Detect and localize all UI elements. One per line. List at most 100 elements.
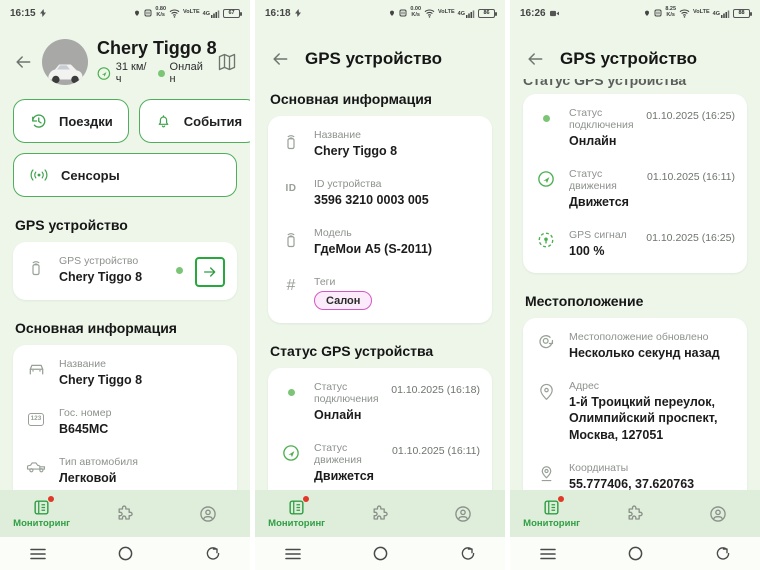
nfc-icon [399, 9, 407, 17]
nav-apps-tab[interactable] [83, 504, 166, 524]
row-value: Несколько секунд назад [569, 345, 720, 360]
battery-icon: 67 [223, 8, 242, 18]
location-row-updated: Местоположение обновлено Несколько секун… [535, 322, 735, 371]
car-icon [25, 358, 47, 377]
back-arrow-icon[interactable] [525, 49, 545, 69]
nav-monitoring-label: Мониторинг [523, 518, 581, 529]
status-bar: 16:18 0.00 K/s VoLTE 4G 86 [255, 0, 505, 22]
main-info-card: Название Chery Tiggo 8 ID ID устройства … [268, 116, 492, 324]
android-back-button[interactable] [205, 546, 221, 561]
android-home-button[interactable] [118, 546, 133, 561]
movement-direction-icon [280, 442, 302, 462]
row-value: Chery Tiggo 8 [59, 373, 143, 388]
nfc-icon [654, 9, 662, 17]
clock-time: 16:15 [10, 7, 36, 19]
row-label: Статус движения [569, 167, 617, 192]
bottom-navigation: Мониторинг [0, 490, 250, 537]
back-arrow-icon[interactable] [270, 49, 290, 69]
trips-button[interactable]: Поездки [13, 99, 129, 144]
android-menu-button[interactable] [539, 548, 556, 560]
signal-bars-icon: 4G [713, 9, 730, 18]
nav-profile-tab[interactable] [677, 504, 760, 524]
gps-signal-icon [535, 229, 557, 249]
sensors-button[interactable]: Сенсоры [13, 153, 237, 198]
events-button-label: События [183, 113, 243, 129]
row-date: 01.10.2025 (16:18) [391, 384, 480, 397]
info-row-vehicle-type: Тип автомобиля Легковой [25, 447, 225, 490]
row-label: Название [59, 358, 106, 371]
back-arrow-icon[interactable] [13, 52, 33, 72]
vehicle-avatar [42, 38, 88, 85]
online-dot-icon [535, 107, 557, 122]
nav-monitoring-tab[interactable]: Мониторинг [510, 496, 593, 529]
section-main-info: Основная информация [15, 320, 177, 337]
profile-icon [198, 504, 218, 524]
trips-button-label: Поездки [59, 113, 113, 129]
android-navigation-bar [510, 537, 760, 570]
info-row-device-id: ID ID устройства 3596 3210 0003 005 [280, 169, 480, 218]
android-back-button[interactable] [460, 546, 476, 561]
location-refresh-icon [535, 331, 557, 352]
row-value: 55.777406, 37.620763 [569, 477, 695, 490]
row-label: Статус подключения [314, 381, 379, 406]
network-type: 4G [202, 10, 210, 17]
battery-icon: 88 [733, 8, 752, 18]
android-navigation-bar [255, 537, 505, 570]
coordinates-pin-icon [535, 462, 557, 483]
info-row-name: Название Chery Tiggo 8 [25, 349, 225, 398]
row-label: Тип автомобиля [59, 455, 138, 468]
volte-indicator: VoLTE [438, 9, 455, 16]
location-row-address: Адрес 1-й Троицкий переулок, Олимпийский… [535, 371, 735, 454]
row-value: B645MC [59, 422, 109, 437]
open-gps-device-arrow-button[interactable] [195, 257, 225, 288]
android-home-button[interactable] [628, 546, 643, 561]
location-pin-icon [390, 10, 395, 16]
battery-icon: 86 [478, 8, 497, 18]
monitoring-grid-icon [32, 496, 55, 517]
row-value: Движется [314, 469, 374, 483]
screen1-content: Chery Tiggo 8 31 км/ч Онлайн [0, 22, 250, 490]
vehicle-type-icon [25, 456, 47, 474]
history-clock-icon [29, 112, 47, 130]
nav-monitoring-tab[interactable]: Мониторинг [0, 496, 83, 529]
row-value: Легковой [59, 470, 117, 485]
tag-chip[interactable]: Салон [314, 291, 373, 311]
android-menu-button[interactable] [29, 548, 46, 560]
events-button[interactable]: События [138, 99, 250, 144]
android-navigation-bar [0, 537, 250, 570]
gps-tracker-icon [280, 227, 302, 249]
nav-apps-tab[interactable] [338, 504, 421, 524]
sensors-button-label: Сенсоры [61, 167, 120, 183]
nav-monitoring-tab[interactable]: Мониторинг [255, 496, 338, 529]
status-row-connection: Статус подключения Онлайн 01.10.2025 (16… [535, 98, 735, 159]
profile-icon [708, 504, 728, 524]
nfc-icon [144, 9, 152, 17]
map-icon[interactable] [217, 52, 237, 72]
nav-apps-tab[interactable] [593, 504, 676, 524]
puzzle-icon [115, 504, 135, 524]
page-title: GPS устройство [305, 49, 443, 68]
license-plate-icon: 123 [25, 407, 47, 426]
puzzle-icon [370, 504, 390, 524]
android-back-button[interactable] [715, 546, 731, 561]
row-label: ID устройства [314, 177, 382, 190]
wifi-icon [679, 9, 690, 18]
movement-direction-icon [535, 168, 557, 188]
signal-bars-icon: 4G [203, 9, 220, 18]
section-main-info: Основная информация [270, 91, 432, 107]
section-gps-status: Статус GPS устройства [270, 343, 434, 360]
nav-profile-tab[interactable] [167, 504, 250, 524]
nav-monitoring-label: Мониторинг [268, 518, 326, 529]
android-menu-button[interactable] [284, 548, 301, 560]
gps-device-row[interactable]: GPS устройство Chery Tiggo 8 [25, 246, 225, 296]
status-row-connection: Статус подключения Онлайн 01.10.2025 (16… [280, 372, 480, 433]
android-home-button[interactable] [373, 546, 388, 561]
gps-device-card: GPS устройство Chery Tiggo 8 [13, 242, 237, 301]
volte-indicator: VoLTE [693, 9, 710, 16]
row-label: Гос. номер [59, 407, 112, 420]
location-row-coordinates: Координаты 55.777406, 37.620763 [535, 453, 735, 490]
status-row-movement: Статус движения Движется 01.10.2025 (16:… [535, 159, 735, 220]
row-label: Статус движения [314, 442, 362, 466]
signal-bars-icon: 4G [458, 9, 475, 18]
nav-profile-tab[interactable] [422, 504, 505, 524]
